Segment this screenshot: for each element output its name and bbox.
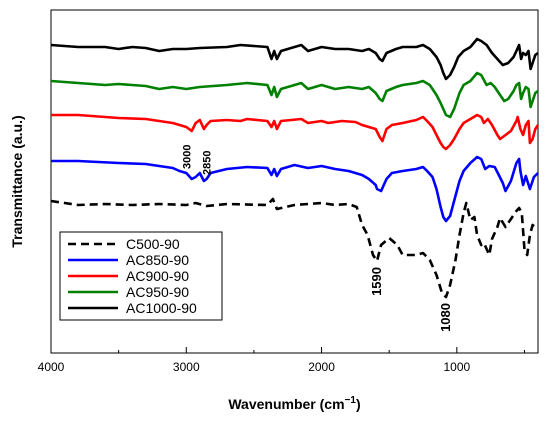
x-tick-label: 4000 [38, 360, 65, 374]
x-tick-label: 3000 [173, 360, 200, 374]
series-line-ac950-90 [50, 71, 539, 119]
legend-label: AC950-90 [126, 284, 189, 300]
plot-frame [50, 9, 539, 354]
x-tick-label: 1000 [443, 360, 470, 374]
peak-label: 2850 [202, 151, 214, 175]
peak-label: 1590 [369, 267, 384, 296]
series-line-ac900-90 [51, 113, 540, 151]
x-axis-title-main: Wavenumber (cm [228, 396, 344, 412]
legend-label: AC850-90 [126, 252, 189, 268]
legend-label: AC1000-90 [126, 300, 197, 316]
x-tick-label: 2000 [308, 360, 335, 374]
series-curves [50, 37, 540, 299]
x-axis-title-superscript: −1 [345, 395, 357, 406]
y-axis-title: Transmittance (a.u.) [9, 115, 25, 247]
series-line-ac850-90 [51, 155, 539, 223]
legend-label: AC900-90 [126, 268, 189, 284]
x-axis-ticks: 4000 3000 2000 1000 [38, 347, 525, 374]
peak-label: 1080 [438, 303, 453, 332]
x-axis-title-close: ) [356, 396, 361, 412]
peak-annotations: 3000 2850 1590 1080 [181, 145, 453, 332]
series-line-c500-90 [50, 197, 539, 299]
legend-label: C500-90 [126, 236, 180, 252]
x-axis-title: Wavenumber (cm−1) [228, 395, 360, 412]
peak-label: 3000 [181, 145, 193, 169]
series-line-ac1000-90 [50, 37, 539, 81]
